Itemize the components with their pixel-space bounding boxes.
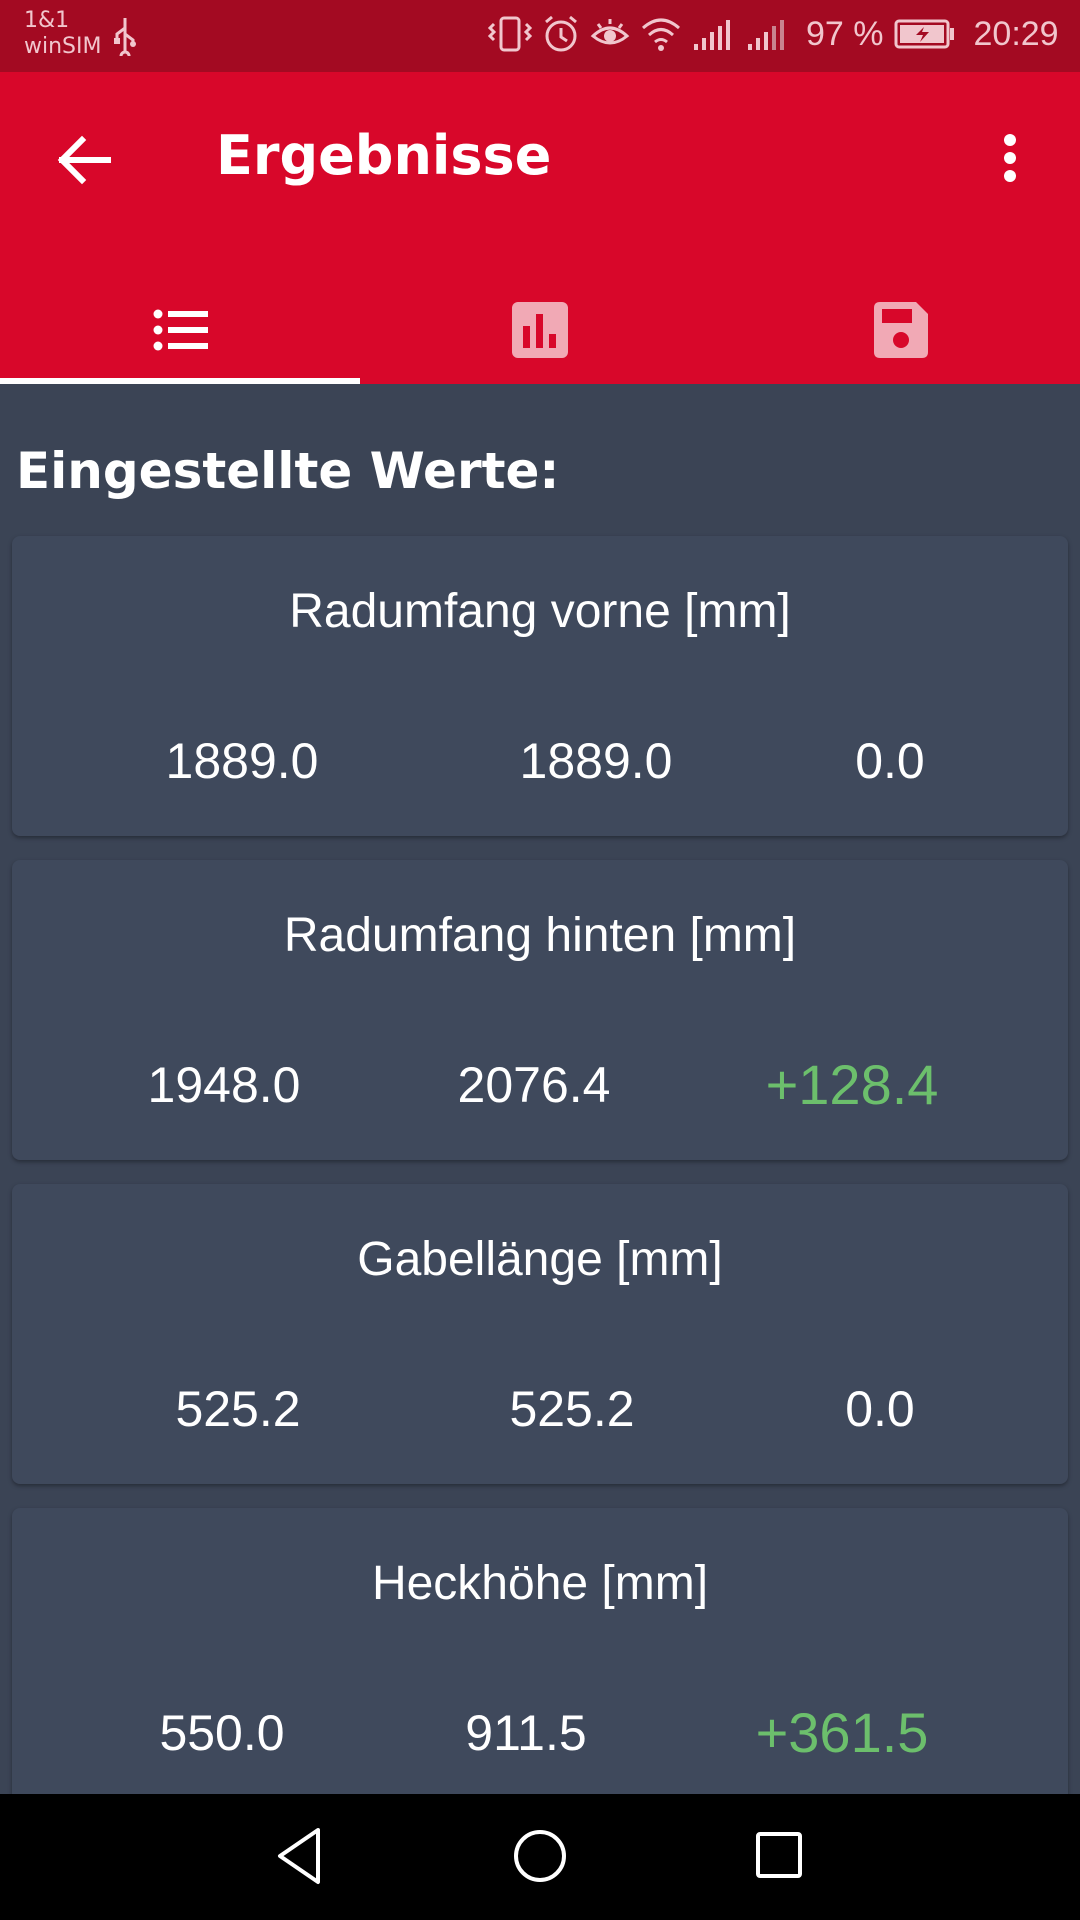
- nav-recents-button[interactable]: [750, 1824, 810, 1893]
- alarm-icon: [545, 15, 577, 52]
- old-value: 525.2: [175, 1381, 301, 1437]
- section-heading: Eingestellte Werte:: [16, 442, 560, 500]
- card-values: 525.2 525.2 0.0: [12, 1380, 1068, 1440]
- carrier-line-1: 1&1: [24, 8, 70, 33]
- app-bar: Ergebnisse: [0, 72, 1080, 384]
- card-title: Radumfang vorne [mm]: [289, 585, 791, 638]
- carrier-label: 1&1 winSIM: [24, 8, 101, 60]
- square-recents-icon: [756, 1832, 802, 1878]
- circle-home-icon: [514, 1830, 566, 1882]
- carrier-line-2: winSIM: [24, 34, 102, 59]
- vibrate-icon: [488, 16, 532, 52]
- tab-selected-indicator: [0, 378, 360, 384]
- system-nav-bar: [0, 1794, 1080, 1920]
- battery-charging-icon: [894, 19, 954, 49]
- page-title: Ergebnisse: [216, 124, 552, 187]
- delta-value: 0.0: [845, 1381, 915, 1437]
- delta-value: 0.0: [855, 733, 925, 789]
- old-value: 1948.0: [147, 1057, 301, 1113]
- save-icon: [874, 302, 928, 358]
- result-card: Radumfang vorne [mm] 1889.0 1889.0 0.0: [12, 536, 1068, 836]
- results-content[interactable]: Eingestellte Werte: Radumfang vorne [mm]…: [0, 384, 1080, 1794]
- status-icons: 97 % 20:29: [488, 14, 1059, 54]
- nav-back-button[interactable]: [270, 1824, 330, 1893]
- new-value: 911.5: [465, 1705, 587, 1761]
- status-bar: 1&1 winSIM: [0, 0, 1080, 72]
- tab-list[interactable]: [0, 302, 360, 384]
- usb-icon: [114, 18, 136, 56]
- card-title: Heckhöhe [mm]: [371, 1557, 709, 1610]
- back-button[interactable]: [52, 128, 116, 192]
- new-value: 2076.4: [457, 1057, 611, 1113]
- tab-bar: [0, 302, 1080, 384]
- result-card: Gabellänge [mm] 525.2 525.2 0.0: [12, 1184, 1068, 1484]
- card-values: 1948.0 2076.4 +128.4: [12, 1053, 1068, 1116]
- card-values: 550.0 911.5 +361.5: [12, 1701, 1068, 1764]
- result-card: Heckhöhe [mm] 550.0 911.5 +361.5: [12, 1508, 1068, 1794]
- old-value: 1889.0: [165, 733, 319, 789]
- delta-value: +128.4: [765, 1053, 939, 1116]
- nav-home-button[interactable]: [510, 1824, 570, 1893]
- triangle-back-icon: [278, 1828, 320, 1884]
- card-title: Gabellänge [mm]: [357, 1233, 723, 1286]
- delta-value: +361.5: [755, 1701, 929, 1764]
- new-value: 525.2: [509, 1381, 635, 1437]
- new-value: 1889.0: [519, 733, 673, 789]
- signal-icon: [694, 20, 730, 50]
- eye-comfort-icon: [590, 19, 630, 45]
- battery-percentage: 97 %: [806, 14, 884, 53]
- tab-save[interactable]: [720, 302, 1080, 384]
- clock: 20:29: [973, 14, 1059, 53]
- signal-2-icon: [748, 20, 784, 50]
- result-card: Radumfang hinten [mm] 1948.0 2076.4 +128…: [12, 860, 1068, 1160]
- card-title: Radumfang hinten [mm]: [283, 909, 797, 962]
- wifi-icon: [642, 18, 680, 51]
- tab-chart[interactable]: [360, 302, 720, 384]
- bar-chart-icon: [512, 302, 568, 358]
- more-vert-icon: [1004, 134, 1016, 182]
- more-options-button[interactable]: [990, 128, 1030, 200]
- arrow-back-icon: [57, 135, 111, 185]
- old-value: 550.0: [159, 1705, 285, 1761]
- list-icon: [153, 309, 208, 351]
- card-values: 1889.0 1889.0 0.0: [12, 732, 1068, 792]
